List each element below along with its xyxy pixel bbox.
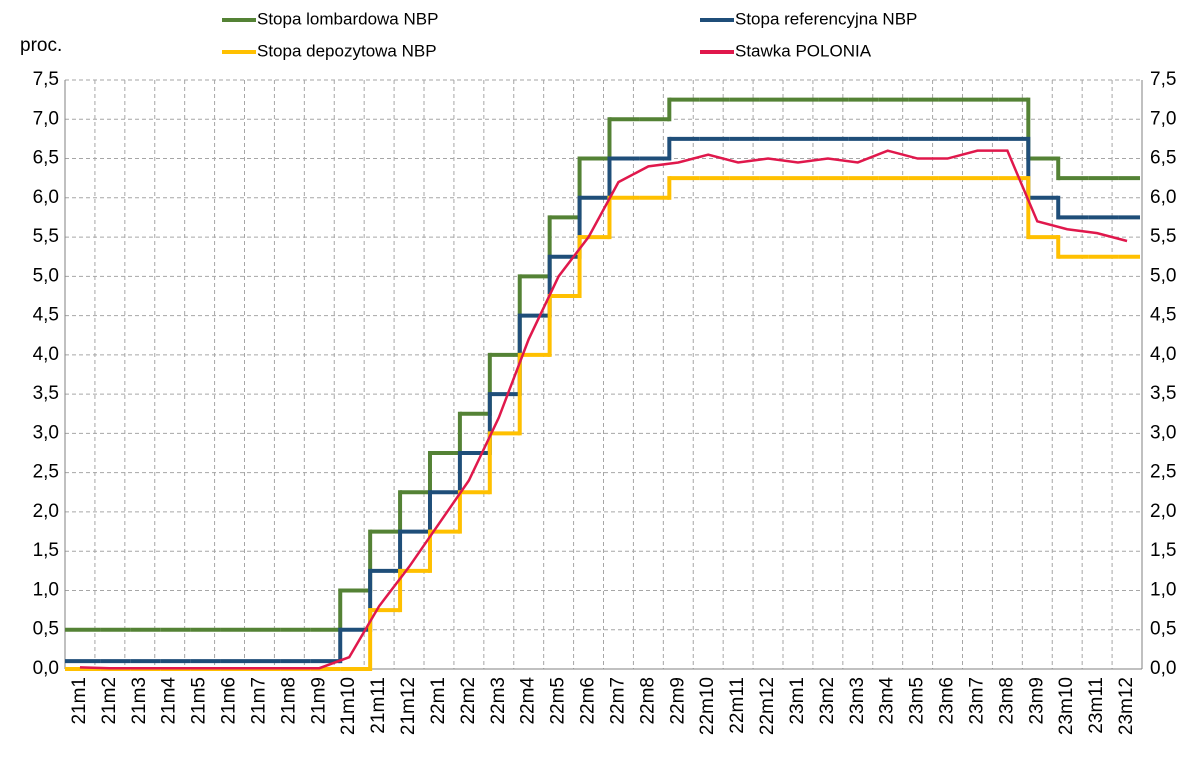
y-tick-label: 3,0 [33,422,59,443]
y2-tick-label: 1,5 [1150,540,1176,561]
y2-tick-label: 1,0 [1150,579,1176,600]
y-axis-label: proc. [20,35,62,56]
x-tick-label: 22m7 [607,677,628,725]
x-tick-label: 23m5 [907,677,928,725]
legend-label: Stawka POLONIA [735,41,872,60]
y-tick-label: 0,0 [33,658,59,679]
x-tick-label: 23m2 [817,677,838,725]
x-tick-label: 22m5 [548,677,569,725]
y2-tick-label: 0,0 [1150,658,1176,679]
x-tick-label: 23m12 [1116,677,1137,735]
x-tick-label: 22m10 [697,677,718,735]
x-tick-label: 21m8 [278,677,299,725]
y-tick-label: 4,0 [33,344,59,365]
x-tick-label: 21m5 [189,677,210,725]
y-tick-label: 6,5 [33,148,59,169]
x-tick-label: 23m6 [937,677,958,725]
x-tick-label: 23m8 [996,677,1017,725]
x-tick-label: 23m9 [1026,677,1047,725]
y-tick-label: 7,0 [33,108,59,129]
y2-tick-label: 5,5 [1150,226,1176,247]
x-tick-label: 21m7 [248,677,269,725]
x-tick-label: 21m2 [99,677,120,725]
legend-label: Stopa lombardowa NBP [257,9,438,28]
legend-label: Stopa referencyjna NBP [735,9,917,28]
y2-tick-label: 0,5 [1150,619,1176,640]
y2-tick-label: 7,0 [1150,108,1176,129]
x-tick-label: 22m11 [727,677,748,734]
x-tick-label: 21m9 [308,677,329,725]
x-tick-label: 22m2 [458,677,479,725]
x-tick-label: 21m6 [219,677,240,725]
y-tick-label: 0,5 [33,619,59,640]
y-tick-label: 1,0 [33,579,59,600]
y-tick-label: 2,0 [33,501,59,522]
x-tick-label: 23m7 [966,677,987,725]
y2-tick-label: 2,0 [1150,501,1176,522]
x-tick-label: 22m3 [488,677,509,725]
y2-tick-label: 7,5 [1150,69,1176,90]
x-tick-label: 22m9 [667,677,688,725]
x-tick-label: 23m10 [1056,677,1077,735]
y-tick-label: 5,0 [33,265,59,286]
y-tick-label: 7,5 [33,69,59,90]
x-tick-label: 21m10 [338,677,359,735]
y2-tick-label: 3,0 [1150,422,1176,443]
x-tick-label: 21m4 [159,677,180,725]
polonia-line [79,149,1128,670]
x-tick-label: 23m3 [847,677,868,725]
x-tick-label: 21m12 [398,677,419,735]
y-tick-label: 3,5 [33,383,59,404]
x-tick-label: 21m3 [129,677,150,725]
y2-tick-label: 2,5 [1150,462,1176,483]
x-tick-label: 22m8 [637,677,658,725]
y2-tick-label: 6,0 [1150,187,1176,208]
y2-tick-label: 3,5 [1150,383,1176,404]
y-tick-label: 1,5 [33,540,59,561]
y2-tick-label: 6,5 [1150,148,1176,169]
x-tick-label: 21m11 [368,677,389,734]
x-tick-label: 22m1 [428,677,449,725]
x-tick-label: 23m1 [787,677,808,725]
y2-tick-label: 5,0 [1150,265,1176,286]
y-tick-label: 4,5 [33,305,59,326]
x-tick-label: 23m4 [877,677,898,725]
x-tick-label: 23m11 [1086,677,1107,734]
x-tick-label: 22m6 [578,677,599,725]
y-tick-label: 6,0 [33,187,59,208]
x-tick-label: 22m12 [757,677,778,735]
y-tick-label: 5,5 [33,226,59,247]
legend-label: Stopa depozytowa NBP [257,41,437,60]
x-tick-label: 22m4 [518,677,539,725]
y2-tick-label: 4,5 [1150,305,1176,326]
y-tick-label: 2,5 [33,462,59,483]
y2-tick-label: 4,0 [1150,344,1176,365]
x-tick-label: 21m1 [69,677,90,725]
